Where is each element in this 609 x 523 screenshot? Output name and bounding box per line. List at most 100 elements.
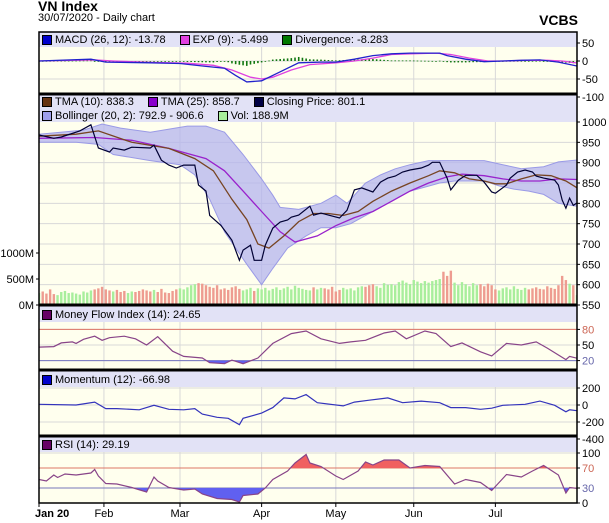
volume-bar: [215, 285, 219, 305]
rsi-y-tick-label: 30: [582, 483, 594, 495]
divergence-bar: [253, 61, 255, 64]
volume-bar: [271, 288, 274, 305]
price-y-tick-label: 900: [582, 158, 600, 170]
tma25-line: [39, 136, 577, 243]
mfi-y-tick-label: 80: [582, 324, 594, 336]
chart-frame: [38, 31, 578, 504]
tma10-line: [39, 130, 577, 249]
momentum-swatch-icon: [42, 375, 52, 385]
volume-bar: [301, 288, 304, 305]
price-y-tick-label: 600: [582, 280, 600, 292]
divergence-bar: [97, 61, 100, 62]
divergence-bar: [353, 59, 356, 61]
divergence-bar: [427, 60, 430, 62]
rsi-line: [39, 453, 577, 503]
volume-bar: [379, 287, 382, 305]
divergence-bar: [409, 60, 411, 62]
volume-bar: [219, 289, 223, 305]
divergence-bar: [461, 61, 463, 63]
rsi-overbought-fill: [39, 454, 577, 468]
divergence-bar: [472, 61, 474, 63]
volume-bar: [137, 290, 141, 305]
divergence-bar: [375, 59, 378, 61]
volume-bar: [264, 287, 267, 305]
tma10-swatch-icon: [42, 97, 52, 107]
volume-bar: [353, 290, 356, 305]
volume-bar: [405, 282, 408, 305]
volume-bar: [71, 292, 74, 305]
volume-bar: [564, 280, 568, 305]
closing-price-line: [39, 123, 577, 263]
volume-bar: [67, 293, 70, 305]
divergence-bar: [527, 60, 530, 62]
volume-label: Vol: 188.9M: [230, 110, 289, 122]
momentum-y-tick-label: 200: [582, 383, 600, 395]
divergence-bar: [453, 61, 456, 63]
divergence-bar: [290, 58, 293, 61]
price-y-tick-label: 650: [582, 259, 600, 271]
divergence-bar: [264, 61, 267, 62]
divergence-bar: [323, 59, 326, 61]
mfi-legend: Money Flow Index (14): 24.65: [42, 309, 215, 321]
divergence-bar: [223, 61, 226, 62]
volume-bar: [386, 284, 389, 305]
volume-bar: [364, 286, 367, 305]
volume-bar: [227, 289, 230, 305]
volume-bar: [130, 291, 133, 305]
volume-bar: [175, 289, 178, 305]
close-swatch-icon: [253, 97, 264, 107]
divergence-bar: [179, 61, 181, 62]
volume-bar: [393, 285, 397, 305]
macd-line: [39, 52, 577, 83]
divergence-bar: [416, 60, 419, 62]
volume-bar: [553, 288, 556, 305]
price-legend-row2: Bollinger (20, 2): 792.9 - 906.6 Vol: 18…: [42, 110, 303, 122]
volume-bar: [501, 288, 504, 305]
divergence-bar: [464, 61, 467, 63]
volume-bar: [468, 286, 471, 305]
volume-tick-label: 500M: [6, 274, 34, 286]
volume-bar: [527, 289, 530, 305]
x-tick-label: Jan 20: [35, 508, 69, 520]
volume-bar: [449, 270, 453, 305]
volume-bar: [368, 285, 371, 305]
bollinger-label: Bollinger (20, 2): 792.9 - 906.6: [55, 110, 204, 122]
divergence-bar: [149, 61, 152, 62]
x-tick-label: Jul: [488, 508, 502, 520]
volume-bar: [115, 289, 119, 305]
divergence-bar: [539, 60, 541, 62]
divergence-bar: [420, 60, 422, 62]
volume-bar: [160, 288, 163, 305]
divergence-bar: [372, 58, 374, 61]
volume-bar: [189, 285, 193, 305]
divergence-bar: [220, 61, 222, 62]
volume-bar: [453, 282, 456, 305]
volume-bar: [345, 289, 349, 305]
macd-header-band: [39, 32, 577, 47]
divergence-bar: [301, 57, 304, 61]
divergence-bar: [82, 60, 85, 62]
rsi-swatch-icon: [42, 440, 52, 450]
price-y-tick-label: 750: [582, 219, 600, 231]
momentum-legend: Momentum (12): -66.98: [42, 374, 184, 386]
price-y-tick-label: 1000: [582, 117, 606, 129]
volume-bar: [78, 294, 82, 305]
price-y-tick-label: 950: [582, 137, 600, 149]
volume-bar: [275, 287, 278, 305]
rsi-y-tick-label: 0: [582, 498, 588, 510]
divergence-bar: [201, 61, 204, 63]
divergence-bar: [231, 61, 233, 64]
volume-bar: [438, 279, 441, 305]
volume-bar: [193, 284, 197, 305]
volume-bar: [534, 287, 538, 305]
divergence-bar: [401, 60, 404, 62]
volume-bar: [293, 285, 297, 305]
exp-label: EXP (9): -5.499: [192, 34, 269, 46]
volume-bar: [568, 283, 571, 305]
momentum-label: Momentum (12): -66.98: [55, 374, 170, 386]
divergence-bar: [79, 60, 81, 62]
volume-bar: [483, 286, 486, 305]
divergence-bar: [275, 59, 278, 61]
volume-bar: [267, 290, 271, 305]
price-plot-area: [39, 94, 577, 305]
